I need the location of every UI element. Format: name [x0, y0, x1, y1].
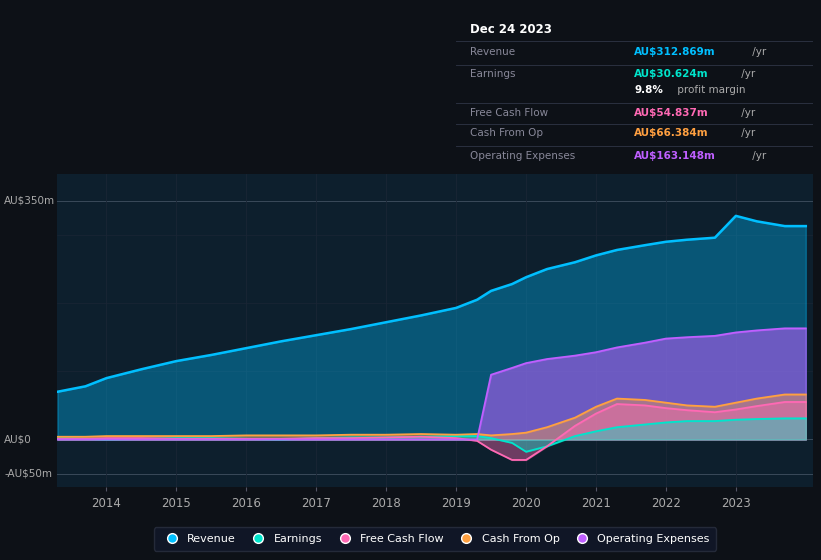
Text: 9.8%: 9.8%: [635, 86, 663, 95]
Text: Dec 24 2023: Dec 24 2023: [470, 23, 552, 36]
Text: AU$30.624m: AU$30.624m: [635, 69, 709, 79]
Text: Operating Expenses: Operating Expenses: [470, 151, 576, 161]
Text: Cash From Op: Cash From Op: [470, 128, 543, 138]
Text: AU$350m: AU$350m: [4, 196, 55, 206]
Text: -AU$50m: -AU$50m: [4, 469, 52, 479]
Text: /yr: /yr: [749, 47, 766, 57]
Text: AU$312.869m: AU$312.869m: [635, 47, 716, 57]
Text: profit margin: profit margin: [673, 86, 745, 95]
Text: AU$54.837m: AU$54.837m: [635, 108, 709, 118]
Text: /yr: /yr: [749, 151, 766, 161]
Text: Revenue: Revenue: [470, 47, 515, 57]
Text: /yr: /yr: [738, 108, 755, 118]
Legend: Revenue, Earnings, Free Cash Flow, Cash From Op, Operating Expenses: Revenue, Earnings, Free Cash Flow, Cash …: [154, 528, 716, 550]
Text: AU$0: AU$0: [4, 435, 32, 445]
Text: Earnings: Earnings: [470, 69, 516, 79]
Text: AU$163.148m: AU$163.148m: [635, 151, 716, 161]
Text: /yr: /yr: [738, 128, 755, 138]
Text: /yr: /yr: [738, 69, 755, 79]
Text: AU$66.384m: AU$66.384m: [635, 128, 709, 138]
Text: Free Cash Flow: Free Cash Flow: [470, 108, 548, 118]
